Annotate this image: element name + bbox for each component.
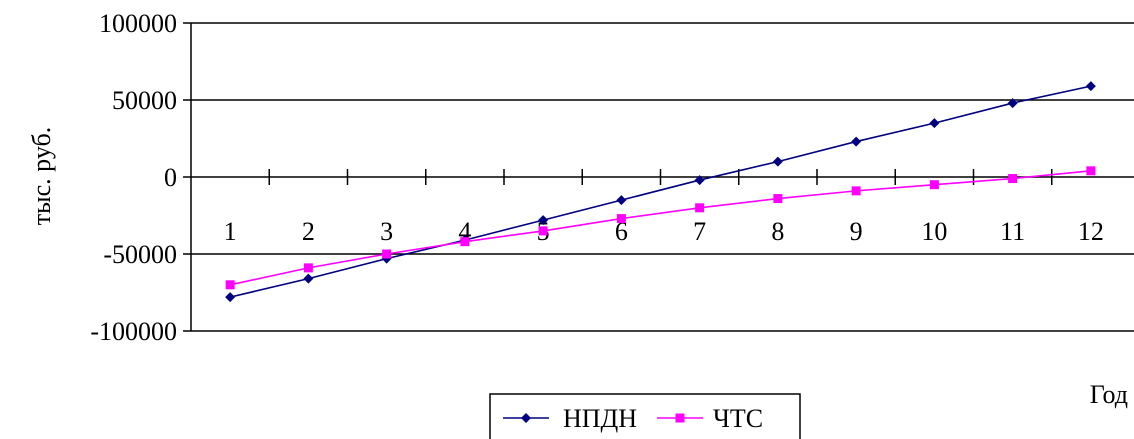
data-point [1086, 166, 1096, 176]
data-point [616, 214, 626, 224]
x-tick-label: 8 [771, 217, 784, 246]
data-point [303, 263, 313, 273]
y-axis-title: тыс. руб. [27, 127, 56, 225]
series-line [229, 85, 1092, 298]
series-1 [225, 81, 1096, 303]
x-tick-label: 2 [302, 217, 315, 246]
data-point [382, 249, 392, 259]
data-point [303, 273, 314, 284]
data-point [225, 292, 236, 303]
data-point [851, 136, 862, 147]
series [225, 81, 1096, 303]
data-point [1007, 98, 1018, 109]
legend: НПДН ЧТС [489, 393, 801, 439]
grid-lines [191, 22, 1134, 332]
data-point [773, 194, 783, 204]
data-point [929, 180, 939, 190]
axes [183, 22, 1053, 332]
series-line [229, 170, 1091, 286]
legend-box [489, 393, 801, 439]
legend-label: ЧТС [713, 404, 763, 433]
y-tick-label: 50000 [112, 86, 177, 115]
x-tick-label: 12 [1078, 217, 1104, 246]
x-tick-label: 1 [224, 217, 237, 246]
y-tick-label: -100000 [90, 317, 177, 346]
data-point [538, 226, 548, 236]
x-tick-labels: 123456789101112 [224, 217, 1104, 246]
y-tick-label: 100000 [99, 9, 177, 38]
y-tick-labels: 100000 50000 0 -50000 -100000 [90, 9, 177, 346]
x-tick-label: 11 [1000, 217, 1025, 246]
data-point [538, 215, 549, 226]
legend-label: НПДН [563, 404, 637, 433]
x-tick-label: 10 [921, 217, 947, 246]
data-point [225, 280, 235, 290]
data-point [460, 237, 470, 247]
series-2 [225, 166, 1096, 290]
y-tick-label: -50000 [103, 240, 177, 269]
data-point [772, 156, 783, 167]
data-point [1085, 81, 1096, 92]
data-point [694, 175, 705, 186]
x-tick-label: 6 [615, 217, 628, 246]
x-tick-label: 9 [850, 217, 863, 246]
data-point [616, 195, 627, 206]
data-point [851, 186, 861, 196]
data-point [1008, 174, 1018, 184]
x-tick-label: 7 [693, 217, 706, 246]
x-axis-title: Год [1090, 380, 1128, 409]
data-point [929, 118, 940, 129]
data-point [675, 413, 685, 423]
data-point [695, 203, 705, 213]
data-point [521, 413, 531, 423]
x-tick-label: 3 [380, 217, 393, 246]
y-tick-label: 0 [164, 163, 177, 192]
